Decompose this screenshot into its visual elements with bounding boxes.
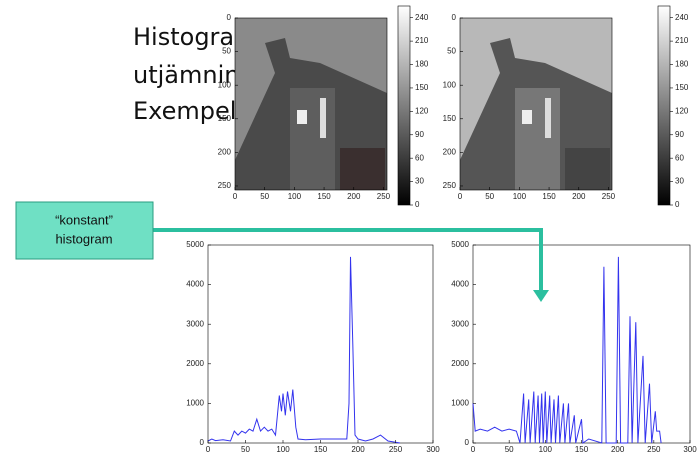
x-tick-label: 100 [288,192,302,201]
colorbar-tick-label: 60 [415,153,424,162]
x-tick-label: 100 [539,445,553,454]
x-tick-label: 250 [377,192,391,201]
photo-window [522,110,532,124]
colorbar-tick-label: 150 [675,83,689,92]
y-tick-label: 5000 [186,240,204,249]
y-tick-label: 250 [443,181,457,190]
y-tick-label: 150 [443,114,457,123]
x-tick-label: 0 [206,445,211,454]
photo [460,18,612,190]
y-tick-label: 50 [222,47,231,56]
x-tick-label: 150 [314,445,328,454]
photo-wall [565,148,610,190]
x-tick-label: 200 [572,192,586,201]
x-tick-label: 200 [611,445,625,454]
photo-window [297,110,307,124]
colorbar-tick-label: 180 [415,60,429,69]
y-tick-label: 5000 [451,240,469,249]
colorbar-tick-label: 120 [415,106,429,115]
y-tick-label: 50 [447,47,456,56]
y-tick-label: 100 [218,80,232,89]
x-tick-label: 300 [683,445,697,454]
colorbar-tick-label: 240 [415,13,429,22]
photo [235,18,387,190]
y-tick-label: 3000 [186,319,204,328]
arrow [153,230,541,292]
x-tick-label: 300 [426,445,440,454]
photo-wall [290,88,335,190]
colorbar-tick-label: 30 [675,177,684,186]
y-tick-label: 0 [452,13,457,22]
colorbar-tick-label: 30 [415,177,424,186]
y-tick-label: 3000 [451,319,469,328]
y-tick-label: 0 [200,438,205,447]
y-tick-label: 2000 [186,359,204,368]
x-tick-label: 50 [505,445,514,454]
x-tick-label: 0 [471,445,476,454]
colorbar-tick-label: 0 [675,200,680,209]
x-tick-label: 50 [260,192,269,201]
histogram-line [473,257,661,443]
x-tick-label: 250 [389,445,403,454]
frame [473,245,690,443]
y-tick-label: 4000 [451,280,469,289]
y-tick-label: 200 [218,147,232,156]
x-tick-label: 50 [241,445,250,454]
colorbar-tick-label: 150 [415,83,429,92]
x-tick-label: 250 [602,192,616,201]
colorbar-tick-label: 90 [675,130,684,139]
x-tick-label: 200 [347,192,361,201]
y-tick-label: 100 [443,80,457,89]
x-tick-label: 100 [276,445,290,454]
photo-trim [545,98,551,138]
x-tick-label: 50 [485,192,494,201]
y-tick-label: 0 [227,13,232,22]
colorbar-tick-label: 60 [675,153,684,162]
x-tick-label: 200 [351,445,365,454]
y-tick-label: 150 [218,114,232,123]
photo-trim [320,98,326,138]
x-tick-label: 150 [575,445,589,454]
y-tick-label: 2000 [451,359,469,368]
callout-text: histogram [55,231,112,246]
y-tick-label: 200 [443,147,457,156]
arrow-head [533,290,549,302]
y-tick-label: 1000 [451,399,469,408]
y-tick-label: 0 [465,438,470,447]
colorbar [658,6,670,205]
x-tick-label: 150 [317,192,331,201]
x-tick-label: 150 [542,192,556,201]
x-tick-label: 100 [513,192,527,201]
y-tick-label: 4000 [186,280,204,289]
x-tick-label: 0 [233,192,238,201]
y-tick-label: 1000 [186,399,204,408]
x-tick-label: 0 [458,192,463,201]
callout-text: “konstant” [55,212,113,227]
photo-wall [515,88,560,190]
colorbar-tick-label: 180 [675,60,689,69]
colorbar-tick-label: 0 [415,200,420,209]
colorbar [398,6,410,205]
colorbar-tick-label: 210 [415,36,429,45]
colorbar-tick-label: 210 [675,36,689,45]
x-tick-label: 250 [647,445,661,454]
y-tick-label: 250 [218,181,232,190]
frame [208,245,433,443]
colorbar-tick-label: 240 [675,13,689,22]
colorbar-tick-label: 120 [675,106,689,115]
slide: Histogram- utjämning, Exempel 0306090120… [0,0,700,455]
photo-wall [340,148,385,190]
colorbar-tick-label: 90 [415,130,424,139]
histogram-line [208,257,400,443]
